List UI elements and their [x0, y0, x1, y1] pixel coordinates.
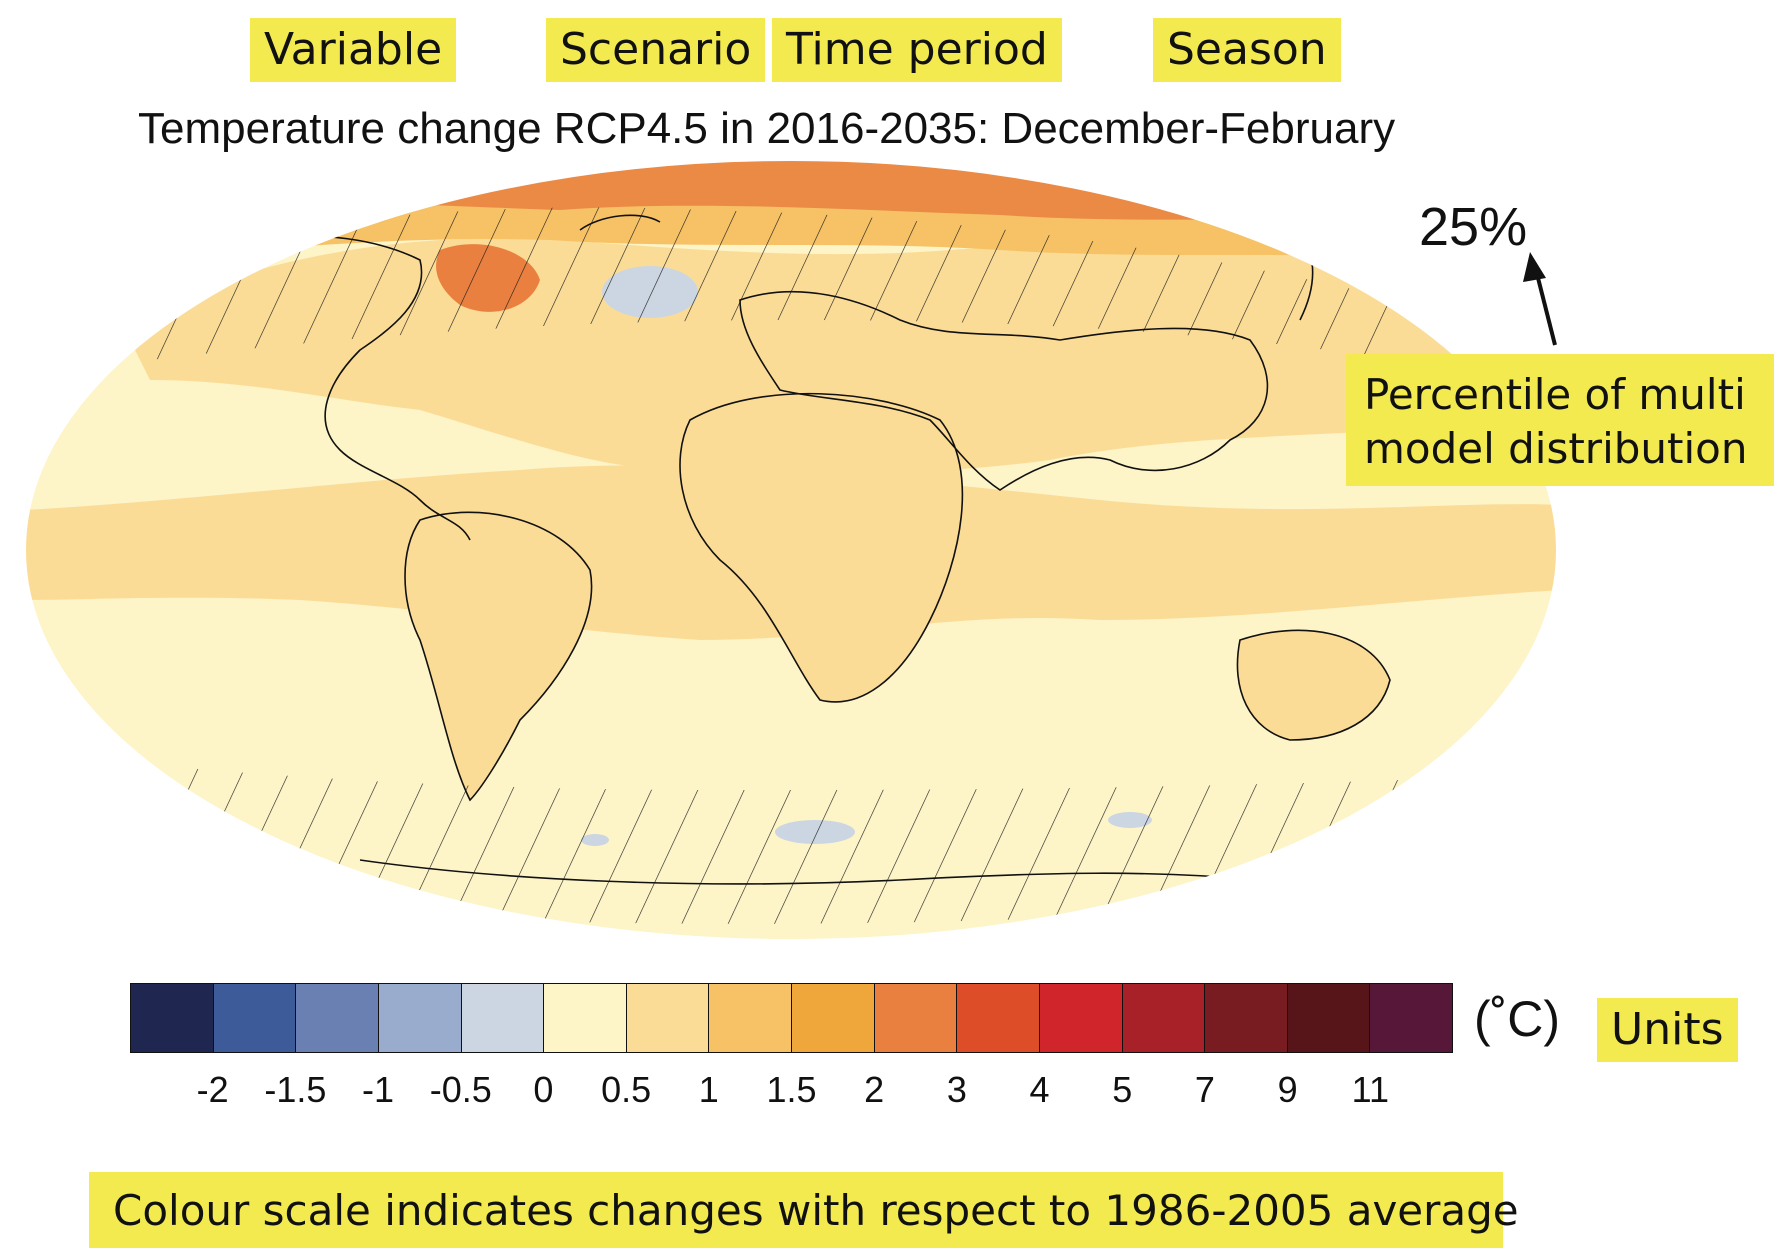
colour-bar-cell — [378, 984, 462, 1052]
colour-bar-tick-label: 5 — [1112, 1069, 1133, 1110]
colour-bar-tick-label: 2 — [864, 1069, 885, 1110]
colour-bar-tick-label: 3 — [946, 1069, 967, 1110]
colour-bar-tick-label: -1 — [362, 1069, 395, 1110]
colour-bar-tick-label: -1.5 — [264, 1069, 327, 1110]
units-label: Units — [1597, 998, 1738, 1062]
percentile-value: 25% — [1419, 197, 1528, 257]
percentile-arrow — [1534, 269, 1557, 346]
colour-bar-tick-label: 4 — [1029, 1069, 1050, 1110]
colour-bar-tick-label: 0.5 — [601, 1069, 652, 1110]
colour-bar-cell — [544, 984, 627, 1052]
colour-bar-tick-label: -2 — [196, 1069, 229, 1110]
variable-label: Variable — [250, 18, 457, 82]
coastlines — [259, 214, 1391, 885]
season-label: Season — [1153, 18, 1341, 82]
colour-bar-cell — [296, 984, 379, 1052]
map-title: Temperature change RCP4.5 in 2016-2035: … — [138, 104, 1396, 153]
percentile-label-box: Percentile of multi model distribution — [1346, 354, 1774, 486]
reference-period-note: Colour scale indicates changes with resp… — [89, 1172, 1519, 1248]
colour-bar-cell — [874, 984, 958, 1052]
scenario-label: Scenario — [546, 18, 766, 82]
colour-bar-cell — [626, 984, 710, 1052]
colour-bar-cell — [1122, 984, 1206, 1052]
percentile-label-line2: model distribution — [1364, 424, 1748, 473]
colour-bar-cell — [957, 984, 1040, 1052]
percentile-arrow-head — [1523, 252, 1546, 282]
colour-bar-cell — [461, 984, 545, 1052]
africa-region — [680, 393, 963, 702]
colour-bar-tick-label: 7 — [1194, 1069, 1215, 1110]
colour-bar-cell — [131, 984, 214, 1052]
hatching-north — [150, 207, 1400, 360]
colour-bar — [130, 983, 1453, 1053]
colour-bar-cell — [1287, 984, 1371, 1052]
colour-bar-tick-label: 0 — [533, 1069, 554, 1110]
colour-bar-tick-label: 1.5 — [766, 1069, 817, 1110]
colour-bar-cell — [213, 984, 297, 1052]
hatching-south — [100, 760, 1400, 924]
reference-period-note-text: Colour scale indicates changes with resp… — [113, 1186, 1519, 1235]
colour-bar-tick-label: 11 — [1351, 1069, 1389, 1110]
time-period-label: Time period — [772, 18, 1062, 82]
colour-bar-cell — [709, 984, 792, 1052]
southern-ocean-cool-patch-3 — [1313, 864, 1357, 880]
colour-bar-cell — [1205, 984, 1288, 1052]
colour-bar-tick-label: 1 — [698, 1069, 719, 1110]
colour-bar-tick-label: -0.5 — [429, 1069, 492, 1110]
unit-label: (˚C) — [1474, 991, 1561, 1047]
colour-bar-cell — [1370, 984, 1452, 1052]
percentile-label-line1: Percentile of multi — [1364, 370, 1746, 419]
colour-bar-cell — [1039, 984, 1123, 1052]
globe-outline — [24, 159, 1558, 941]
south-america-region — [405, 512, 592, 800]
southern-ocean-cool-patch-4 — [238, 851, 286, 865]
australia-region — [1237, 630, 1390, 740]
colour-bar-tick-label: 9 — [1277, 1069, 1298, 1110]
colour-bar-cell — [792, 984, 875, 1052]
